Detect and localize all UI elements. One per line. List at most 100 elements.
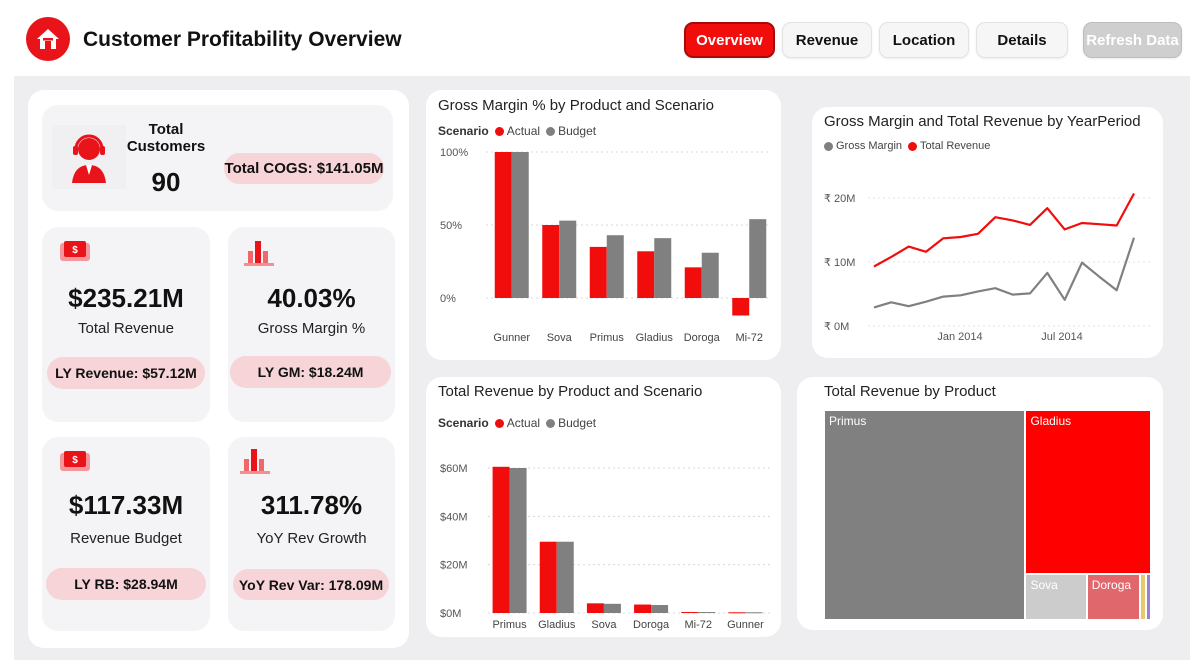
app-header: Customer Profitability Overview Overview…	[0, 0, 1200, 76]
refresh-data-button[interactable]: Refresh Data	[1083, 22, 1182, 58]
gm-revenue-period-chart-title: Gross Margin and Total Revenue by YearPe…	[824, 113, 1141, 130]
yoy-growth-label: YoY Rev Growth	[256, 530, 367, 547]
bar-budget-sova[interactable]	[559, 220, 577, 298]
svg-text:$: $	[72, 455, 78, 466]
bar-chart-icon	[238, 445, 274, 480]
bar-budget-primus[interactable]	[509, 468, 527, 613]
bar-actual-gladius[interactable]	[539, 541, 557, 613]
y-tick-label: ₹ 0M	[824, 321, 849, 333]
x-tick-label: Doroga	[684, 332, 721, 344]
bar-budget-sova[interactable]	[603, 603, 621, 613]
ly-rb-badge: LY RB: $28.94M	[46, 568, 206, 600]
treemap-label: Doroga	[1091, 578, 1132, 593]
legend-actual[interactable]: Actual	[494, 416, 540, 430]
line-gross-margin[interactable]	[873, 237, 1136, 309]
y-tick-label: $0M	[440, 608, 461, 620]
y-tick-label: $20M	[440, 560, 468, 572]
bar-actual-sova[interactable]	[586, 603, 604, 613]
bar-chart-icon	[242, 237, 278, 272]
y-tick-label: ₹ 10M	[824, 257, 855, 269]
bar-budget-gladius[interactable]	[556, 541, 574, 613]
gm-revenue-period-chart: ₹ 20M ₹ 10M ₹ 0M Jan 2014 Jul 2014	[824, 192, 1152, 343]
bar-budget-mi-72[interactable]	[698, 612, 716, 614]
bar-actual-primus[interactable]	[492, 466, 510, 613]
line-total-revenue[interactable]	[873, 192, 1135, 268]
treemap-tile-sova[interactable]: Sova	[1025, 574, 1087, 620]
headset-agent-icon	[52, 125, 126, 189]
bar-actual-gladius[interactable]	[637, 251, 655, 298]
customers-card: Total Customers 90 Total COGS: $141.05M	[42, 105, 393, 211]
x-tick-label: Sova	[591, 619, 617, 631]
legend-title: Scenario	[438, 124, 489, 138]
yoy-growth-card: 311.78% YoY Rev Growth YoY Rev Var: 178.…	[228, 437, 395, 631]
tab-location[interactable]: Location	[879, 22, 969, 58]
gm-pct-chart: 100% 50% 0% Gunner Sova Primus Gladius Doroga Mi…	[440, 147, 771, 344]
bar-budget-mi-72[interactable]	[749, 219, 767, 298]
gm-pct-legend: Scenario Actual Budget	[438, 124, 602, 138]
legend-gross-margin[interactable]: Gross Margin	[824, 140, 902, 152]
x-tick-label: Gunner	[727, 619, 764, 631]
treemap-tile-gunner[interactable]	[1146, 574, 1151, 620]
customers-value: 90	[151, 167, 181, 197]
bar-budget-gunner[interactable]	[511, 152, 529, 298]
total-revenue-card: $ $235.21M Total Revenue LY Revenue: $57…	[42, 227, 210, 422]
total-cogs-badge: Total COGS: $141.05M	[224, 153, 384, 184]
customers-label: Total Customers	[126, 121, 206, 155]
treemap-tile-gladius[interactable]: Gladius	[1025, 410, 1151, 575]
x-tick-label: Jan 2014	[937, 331, 982, 343]
treemap-tile-primus[interactable]: Primus	[824, 410, 1026, 620]
gm-pct-chart-title: Gross Margin % by Product and Scenario	[438, 97, 714, 114]
revenue-product-chart-title: Total Revenue by Product and Scenario	[438, 383, 703, 400]
ly-revenue-badge: LY Revenue: $57.12M	[47, 357, 205, 389]
revenue-product-legend: Scenario Actual Budget	[438, 416, 602, 430]
revenue-budget-value: $117.33M	[68, 490, 184, 520]
treemap-label: Gladius	[1030, 414, 1072, 428]
legend-budget[interactable]: Budget	[546, 416, 596, 430]
x-tick-label: Primus	[590, 332, 625, 344]
bar-actual-doroga[interactable]	[634, 604, 652, 613]
tab-overview[interactable]: Overview	[684, 22, 775, 58]
total-revenue-label: Total Revenue	[78, 320, 174, 337]
legend-actual[interactable]: Actual	[494, 124, 540, 138]
bar-actual-doroga[interactable]	[684, 267, 702, 298]
x-tick-label: Gladius	[538, 619, 576, 631]
x-tick-label: Jul 2014	[1041, 331, 1083, 343]
y-tick-label: 50%	[440, 220, 462, 232]
y-tick-label: ₹ 20M	[824, 193, 855, 205]
dollar-bill-icon: $	[58, 239, 92, 270]
yoy-growth-value: 311.78%	[260, 490, 363, 520]
bar-actual-sova[interactable]	[542, 225, 560, 298]
treemap-label: Primus	[829, 414, 867, 428]
revenue-product-chart: $60M $40M $20M $0M Primus Gladius Sova Doroga Mi…	[440, 463, 771, 631]
treemap-tile-doroga[interactable]: Doroga	[1086, 574, 1141, 620]
dollar-bill-icon: $	[58, 449, 92, 480]
bar-actual-primus[interactable]	[589, 246, 607, 298]
revenue-budget-label: Revenue Budget	[70, 530, 182, 547]
x-tick-label: Mi-72	[684, 619, 712, 631]
legend-budget[interactable]: Budget	[546, 124, 596, 138]
bar-budget-doroga[interactable]	[701, 252, 719, 298]
bar-budget-doroga[interactable]	[651, 605, 669, 613]
bar-actual-mi-72[interactable]	[732, 298, 750, 316]
gm-revenue-period-legend: Gross Margin Total Revenue	[824, 140, 996, 152]
y-tick-label: $60M	[440, 463, 468, 475]
revenue-treemap: Primus Gladius Sova Doroga	[824, 410, 1151, 620]
gross-margin-value: 40.03%	[267, 283, 356, 313]
page-title: Customer Profitability Overview	[83, 28, 402, 51]
bar-budget-gunner[interactable]	[745, 612, 763, 614]
bar-actual-gunner[interactable]	[728, 612, 746, 614]
revenue-product-chart-panel: Total Revenue by Product and Scenario Sc…	[426, 377, 781, 637]
legend-title: Scenario	[438, 416, 489, 430]
tab-details[interactable]: Details	[976, 22, 1068, 58]
revenue-budget-card: $ $117.33M Revenue Budget LY RB: $28.94M	[42, 437, 210, 631]
house-icon	[26, 17, 70, 61]
bar-actual-gunner[interactable]	[494, 152, 512, 298]
ly-gm-badge: LY GM: $18.24M	[230, 356, 391, 388]
legend-total-revenue[interactable]: Total Revenue	[908, 140, 990, 152]
bar-actual-mi-72[interactable]	[681, 612, 699, 614]
treemap-tile-mi-72[interactable]	[1140, 574, 1147, 620]
bar-budget-gladius[interactable]	[654, 238, 672, 298]
treemap-label: Sova	[1030, 578, 1058, 593]
bar-budget-primus[interactable]	[606, 235, 624, 298]
tab-revenue[interactable]: Revenue	[782, 22, 872, 58]
